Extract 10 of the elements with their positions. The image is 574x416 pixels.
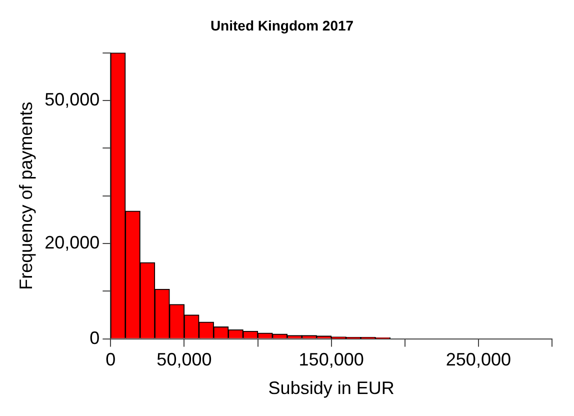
x-tick-label: 0 [106,350,116,370]
y-tick-label: 0 [90,328,100,348]
x-axis-title: Subsidy in EUR [268,378,394,398]
x-tick-label: 150,000 [298,350,364,370]
y-tick-label: 20,000 [44,232,100,252]
x-tick-label: 250,000 [446,350,511,370]
y-axis-title: Frequency of payments [16,102,36,290]
y-tick-label: 50,000 [44,89,100,110]
x-tick-label: 50,000 [156,350,212,370]
chart-title: United Kingdom 2017 [210,17,354,34]
